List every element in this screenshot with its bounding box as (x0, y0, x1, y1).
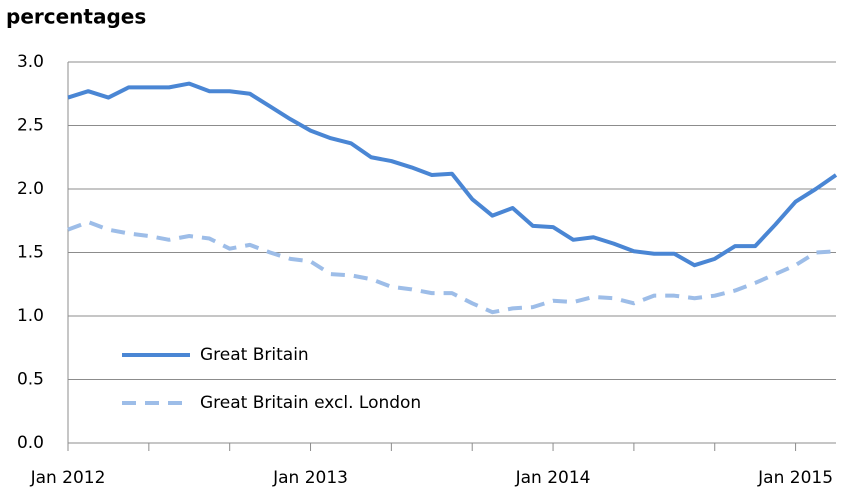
series-line (67, 220, 837, 315)
y-tick-label: 3.0 (17, 52, 44, 72)
y-tick-label: 0.5 (17, 370, 44, 390)
y-axis-label: percentages (6, 5, 146, 29)
legend-label: Great Britain (200, 345, 309, 365)
legend-label: Great Britain excl. London (200, 393, 421, 413)
y-tick-label: 1.0 (17, 306, 44, 326)
y-tick-label: 0.0 (17, 433, 44, 453)
y-tick-label: 2.0 (17, 179, 44, 199)
x-tick-label: Jan 2013 (272, 468, 348, 488)
x-tick-label: Jan 2012 (30, 468, 106, 488)
y-tick-label: 2.5 (17, 116, 44, 136)
series-line (67, 81, 838, 268)
y-tick-label: 1.5 (17, 243, 44, 263)
x-tick-label: Jan 2015 (757, 468, 833, 488)
x-tick-label: Jan 2014 (515, 468, 591, 488)
